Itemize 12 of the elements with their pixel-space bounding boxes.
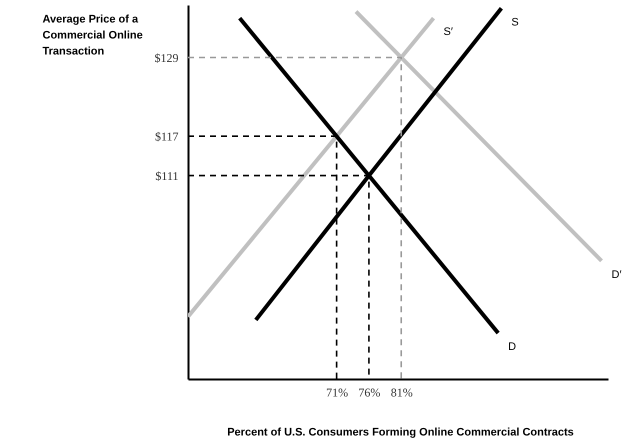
x-axis-title: Percent of U.S. Consumers Forming Online Commercial Contracts (227, 426, 574, 438)
x-tick-label: 76% (358, 386, 380, 400)
series-label: D′ (612, 268, 622, 281)
y-tick-label: $129 (154, 50, 178, 65)
y-axis-title: Average Price of a Commercial Online Transaction (42, 14, 143, 58)
series-label: D (508, 341, 516, 354)
y-tick-label: $117 (154, 130, 178, 144)
y-tick-label: $111 (155, 169, 178, 184)
x-tick-label: 81% (390, 386, 413, 400)
series-label: S′ (444, 26, 453, 38)
series-label: S (511, 16, 519, 28)
x-tick-label: 71% (326, 386, 348, 400)
